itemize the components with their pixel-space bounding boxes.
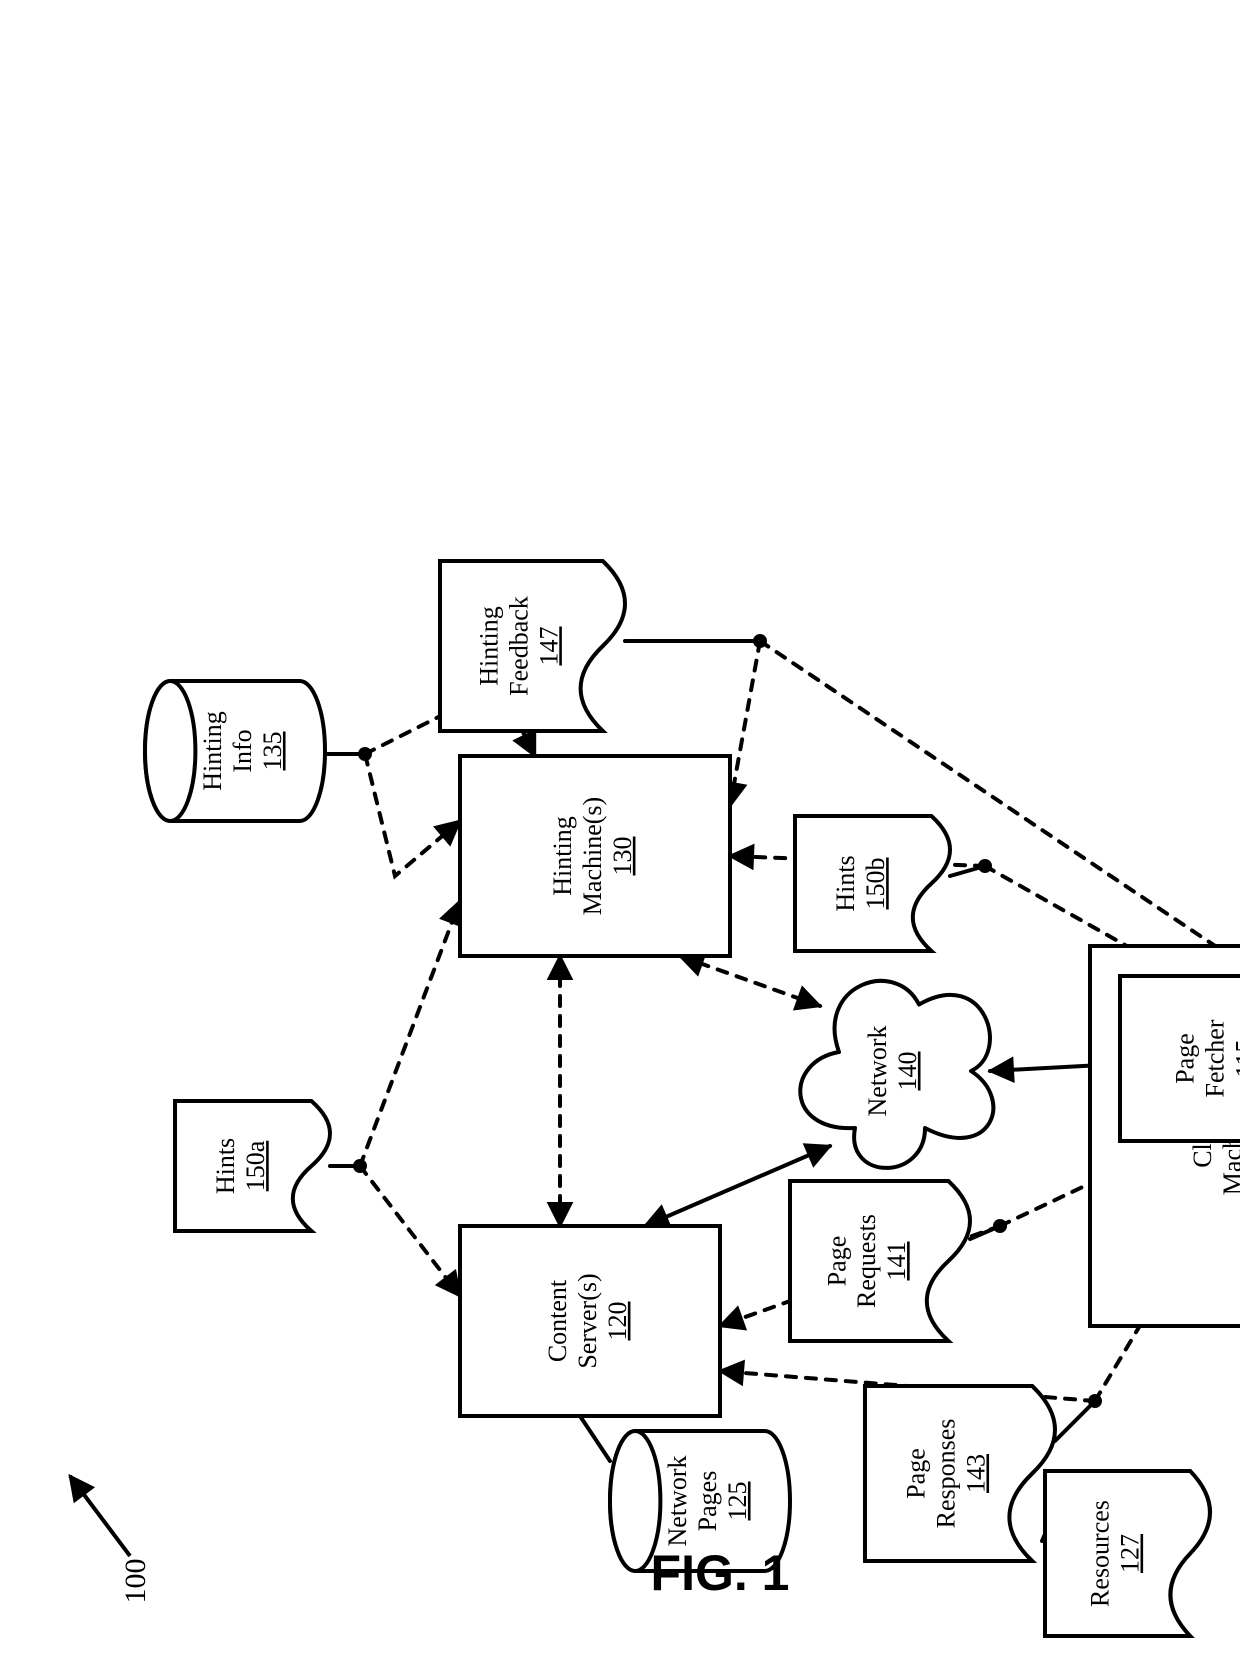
svg-text:Network: Network xyxy=(663,1456,692,1547)
svg-text:Machine(s): Machine(s) xyxy=(578,797,607,915)
svg-text:Info: Info xyxy=(228,729,257,772)
svg-text:Server(s): Server(s) xyxy=(573,1273,602,1368)
svg-text:125: 125 xyxy=(723,1482,752,1521)
svg-text:Resources: Resources xyxy=(1086,1500,1115,1607)
svg-text:150b: 150b xyxy=(861,858,890,910)
svg-text:Hinting: Hinting xyxy=(548,816,577,895)
figure-caption: FIG. 1 xyxy=(651,1545,790,1601)
svg-text:Page: Page xyxy=(1171,1033,1200,1084)
svg-text:Page: Page xyxy=(822,1236,851,1287)
svg-text:Hinting: Hinting xyxy=(474,606,503,685)
svg-text:Content: Content xyxy=(543,1279,572,1362)
svg-text:127: 127 xyxy=(1116,1534,1145,1573)
svg-text:115: 115 xyxy=(1230,1039,1240,1077)
figure-stage: ContentServer(s)120HintingMachine(s)130C… xyxy=(0,0,1240,1676)
svg-text:Pages: Pages xyxy=(693,1471,722,1532)
diagram-svg: ContentServer(s)120HintingMachine(s)130C… xyxy=(0,0,1240,1676)
svg-text:120: 120 xyxy=(603,1302,632,1341)
svg-text:Feedback: Feedback xyxy=(504,596,533,696)
svg-text:147: 147 xyxy=(534,627,563,666)
svg-text:100: 100 xyxy=(119,1559,152,1604)
svg-text:Responses: Responses xyxy=(932,1419,961,1529)
svg-text:Hints: Hints xyxy=(211,1138,240,1194)
svg-text:150a: 150a xyxy=(241,1140,270,1191)
svg-text:130: 130 xyxy=(608,837,637,876)
svg-text:Network: Network xyxy=(863,1026,892,1117)
svg-text:Fetcher: Fetcher xyxy=(1200,1019,1229,1097)
svg-text:Requests: Requests xyxy=(852,1214,881,1308)
svg-text:Page: Page xyxy=(902,1448,931,1499)
svg-text:143: 143 xyxy=(961,1454,990,1493)
svg-text:141: 141 xyxy=(882,1242,911,1281)
svg-text:Hinting: Hinting xyxy=(198,711,227,790)
svg-text:135: 135 xyxy=(258,732,287,771)
svg-text:140: 140 xyxy=(893,1052,922,1091)
svg-text:Hints: Hints xyxy=(831,855,860,911)
